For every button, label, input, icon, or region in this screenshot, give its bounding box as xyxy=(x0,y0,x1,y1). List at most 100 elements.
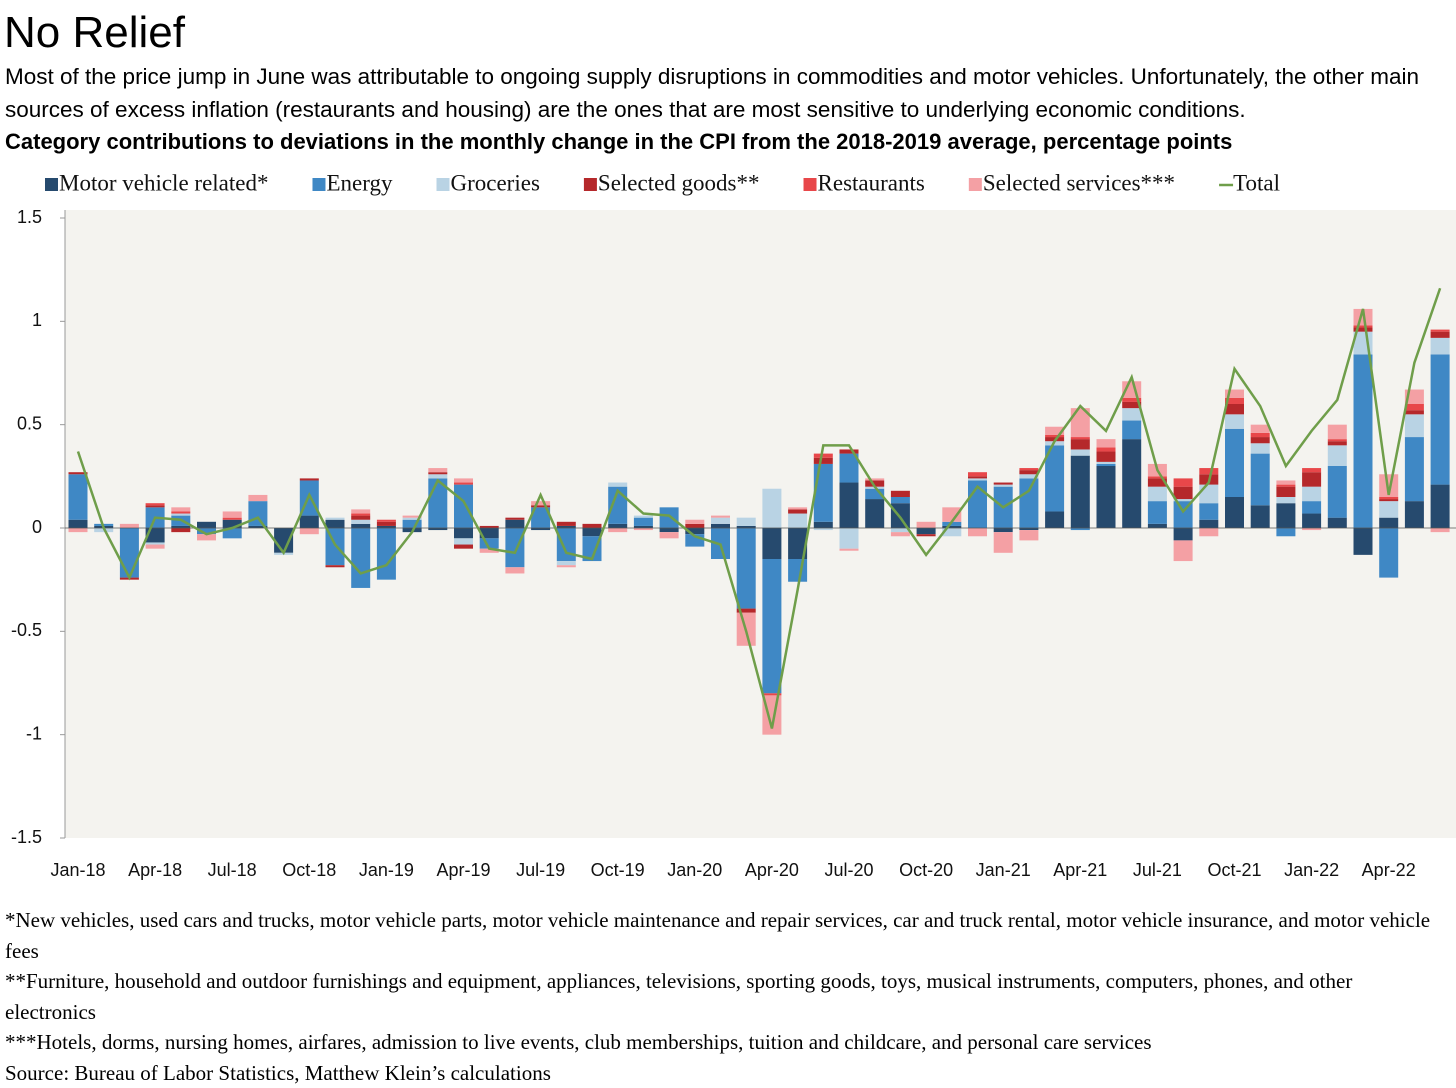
bar-segment xyxy=(762,559,781,693)
footnote: **Furniture, household and outdoor furni… xyxy=(5,966,1445,1027)
bar-segment xyxy=(454,545,473,549)
bar-segment xyxy=(814,464,833,522)
bar-segment xyxy=(557,561,576,565)
bar-segment xyxy=(1379,528,1398,578)
bar-segment xyxy=(788,509,807,513)
bar-segment xyxy=(1199,520,1218,528)
legend-marker xyxy=(437,178,450,191)
bar-segment xyxy=(660,532,679,538)
y-tick-label: -0.5 xyxy=(11,620,42,640)
bar-segment xyxy=(1225,497,1244,528)
bar-segment xyxy=(377,522,396,526)
x-tick-label: Oct-20 xyxy=(899,860,953,880)
bar-segment xyxy=(454,528,473,538)
bar-segment xyxy=(1097,447,1116,451)
bar-segment xyxy=(711,524,730,528)
bar-segment xyxy=(1405,414,1424,437)
bar-segment xyxy=(171,511,190,513)
bar-segment xyxy=(788,514,807,528)
bar-segment xyxy=(120,528,139,578)
bar-segment xyxy=(1071,437,1090,439)
x-tick-label: Jan-21 xyxy=(976,860,1031,880)
bar-segment xyxy=(248,495,267,501)
bar-segment xyxy=(120,524,139,528)
bar-segment xyxy=(1431,338,1450,355)
bar-segment xyxy=(1302,472,1321,486)
x-tick-label: Oct-18 xyxy=(282,860,336,880)
bar-segment xyxy=(1328,439,1347,441)
bar-segment xyxy=(351,520,370,524)
bar-segment xyxy=(69,474,88,519)
bar-segment xyxy=(840,549,859,551)
legend-marker xyxy=(312,178,325,191)
bar-segment xyxy=(865,499,884,528)
bar-segment xyxy=(1379,518,1398,528)
legend-marker xyxy=(45,178,58,191)
bar-segment xyxy=(146,505,165,507)
y-tick-label: 1 xyxy=(32,310,42,330)
x-tick-label: Apr-22 xyxy=(1362,860,1416,880)
bar-segment xyxy=(351,528,370,588)
bar-segment xyxy=(685,524,704,528)
legend-label: Energy xyxy=(326,170,393,195)
bar-segment xyxy=(1328,518,1347,528)
bar-segment xyxy=(917,534,936,536)
bar-segment xyxy=(1431,330,1450,332)
bar-segment xyxy=(171,507,190,511)
x-tick-label: Oct-19 xyxy=(591,860,645,880)
bar-segment xyxy=(1354,528,1373,555)
bar-segment xyxy=(814,522,833,528)
bar-segment xyxy=(223,511,242,517)
notes: *New vehicles, used cars and trucks, mot… xyxy=(5,905,1445,1088)
bar-segment xyxy=(171,514,190,516)
bar-segment xyxy=(891,503,910,528)
bar-segment xyxy=(634,518,653,526)
y-tick-label: -1.5 xyxy=(11,827,42,847)
bar-segment xyxy=(660,507,679,528)
bar-segment xyxy=(1251,433,1270,437)
bar-segment xyxy=(351,509,370,513)
x-tick-label: Jul-18 xyxy=(208,860,257,880)
legend-label: Restaurants xyxy=(818,170,925,195)
bar-segment xyxy=(1199,485,1218,504)
bar-segment xyxy=(1097,439,1116,447)
bar-segment xyxy=(1174,478,1193,486)
bar-segment xyxy=(994,485,1013,487)
bar-segment xyxy=(994,528,1013,532)
bar-segment xyxy=(1148,501,1167,524)
bar-segment xyxy=(1071,449,1090,455)
legend-label: Selected services*** xyxy=(983,170,1175,195)
x-tick-label: Jan-18 xyxy=(50,860,105,880)
bar-segment xyxy=(557,522,576,526)
bar-segment xyxy=(557,565,576,567)
bar-segment xyxy=(351,524,370,528)
bar-segment xyxy=(1251,443,1270,453)
legend-label: Selected goods** xyxy=(598,170,760,195)
bar-segment xyxy=(968,472,987,476)
bar-segment xyxy=(891,497,910,503)
bar-segment xyxy=(557,528,576,561)
bar-segment xyxy=(1302,487,1321,501)
bar-segment xyxy=(1328,425,1347,439)
bar-segment xyxy=(788,507,807,509)
bar-segment xyxy=(1071,439,1090,449)
footnote: Source: Bureau of Labor Statistics, Matt… xyxy=(5,1058,1445,1088)
legend-label: Motor vehicle related* xyxy=(59,170,268,195)
bar-segment xyxy=(505,520,524,528)
bar-segment xyxy=(660,528,679,532)
bar-segment xyxy=(1251,505,1270,528)
bar-segment xyxy=(377,520,396,522)
bar-segment xyxy=(1251,454,1270,506)
bar-segment xyxy=(1097,464,1116,466)
bar-segment xyxy=(300,478,319,480)
bar-segment xyxy=(917,528,936,534)
bar-segment xyxy=(1405,410,1424,414)
bar-segment xyxy=(454,483,473,485)
bar-segment xyxy=(762,489,781,528)
bar-segment xyxy=(197,522,216,528)
bar-segment xyxy=(608,524,627,528)
bar-segment xyxy=(1019,530,1038,540)
bar-segment xyxy=(1174,540,1193,561)
bar-segment xyxy=(608,483,627,487)
bar-segment xyxy=(1276,528,1295,536)
